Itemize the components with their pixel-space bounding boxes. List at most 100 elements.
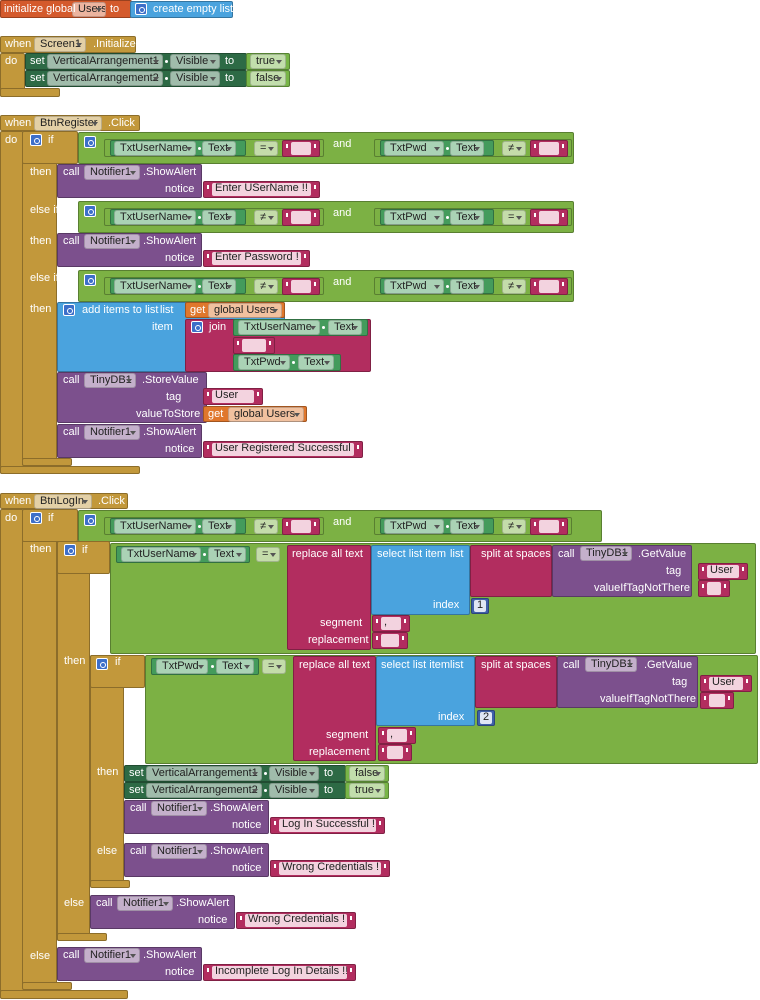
label: .Click — [108, 117, 135, 129]
block — [371, 545, 470, 615]
dropdown: Text — [202, 210, 236, 225]
mutator-icon — [191, 321, 203, 333]
label: list — [450, 548, 464, 560]
quote-mark — [274, 864, 276, 868]
separator-dot — [198, 285, 201, 288]
dropdown: TxtPwd — [238, 355, 290, 370]
label: .GetValue — [644, 659, 693, 671]
quote-mark — [702, 584, 704, 588]
block — [0, 509, 24, 999]
label: then — [97, 766, 119, 778]
text-literal: , — [387, 729, 407, 742]
label: and — [333, 516, 352, 528]
dropdown: Visible — [170, 71, 220, 86]
quote-mark — [562, 144, 564, 148]
quote-mark — [207, 254, 209, 258]
label: item — [152, 321, 173, 333]
dropdown: = — [262, 659, 286, 674]
label: do — [5, 134, 18, 146]
mutator-icon — [135, 3, 147, 15]
block — [287, 545, 371, 650]
quote-mark — [402, 636, 404, 640]
label: join — [209, 321, 227, 333]
dropdown: BtnRegister — [34, 116, 102, 131]
dropdown: Text — [216, 659, 254, 674]
label: if — [82, 544, 88, 556]
label: split at spaces — [481, 659, 551, 671]
label: tag — [672, 676, 688, 688]
label: replace all text — [292, 548, 363, 560]
text-literal — [707, 582, 721, 595]
label: list — [450, 659, 464, 671]
label: call — [63, 166, 80, 178]
quote-mark — [257, 392, 259, 396]
quote-mark — [704, 679, 706, 683]
label: .Initialize — [93, 38, 136, 50]
text-literal — [242, 339, 266, 352]
text-literal — [387, 746, 403, 759]
dropdown: Text — [298, 355, 334, 370]
label: call — [63, 426, 80, 438]
label: else — [64, 897, 85, 909]
dropdown: global Users — [228, 407, 304, 422]
block — [293, 656, 376, 761]
separator-dot — [292, 361, 295, 364]
dropdown: = — [256, 547, 280, 562]
quote-mark — [534, 213, 536, 217]
dropdown: Notifier1 — [84, 165, 140, 180]
dropdown: false — [250, 71, 286, 86]
label: notice — [165, 183, 195, 195]
dropdown: Text — [202, 519, 236, 534]
quote-mark — [534, 522, 536, 526]
block — [90, 655, 124, 885]
quote-mark — [379, 821, 381, 825]
mutator-icon — [96, 658, 108, 670]
text-literal: User Registered Successful ! — [212, 443, 354, 456]
label: call — [63, 235, 80, 247]
block — [0, 990, 128, 999]
label: notice — [232, 819, 262, 831]
text-literal — [539, 211, 559, 224]
label: then — [30, 166, 52, 178]
label: then — [64, 655, 86, 667]
quote-mark — [240, 916, 242, 920]
dropdown: false — [349, 766, 385, 781]
dropdown: TxtUserName — [114, 279, 196, 294]
label: call — [96, 897, 113, 909]
label: when — [5, 495, 32, 507]
quote-mark — [314, 213, 316, 217]
label: index — [433, 599, 460, 611]
label: segment — [320, 617, 363, 629]
block — [57, 541, 90, 941]
quote-mark — [376, 636, 378, 640]
number-literal: 1 — [474, 600, 486, 612]
dropdown: Notifier1 — [117, 896, 173, 911]
label: index — [438, 711, 465, 723]
label: notice — [198, 914, 228, 926]
quote-mark — [274, 821, 276, 825]
text-literal: User — [709, 677, 743, 690]
dropdown: ≠ — [502, 279, 526, 294]
label: notice — [232, 862, 262, 874]
label: call — [130, 802, 147, 814]
text-literal — [709, 694, 725, 707]
label: tag — [666, 565, 682, 577]
dropdown: Text — [450, 210, 484, 225]
text-literal — [381, 634, 399, 647]
label: .StoreValue — [142, 374, 199, 386]
text-literal — [291, 142, 311, 155]
quote-mark — [702, 567, 704, 571]
block — [0, 88, 60, 97]
label: then — [30, 235, 52, 247]
label: if — [115, 656, 121, 668]
separator-dot — [198, 147, 201, 150]
label: select list item — [381, 659, 451, 671]
separator-dot — [446, 216, 449, 219]
quote-mark — [304, 254, 306, 258]
label: and — [333, 207, 352, 219]
dropdown: VerticalArrangement1 — [146, 766, 262, 781]
mutator-icon — [84, 514, 96, 526]
dropdown: ≠ — [254, 279, 278, 294]
dropdown: Notifier1 — [151, 801, 207, 816]
